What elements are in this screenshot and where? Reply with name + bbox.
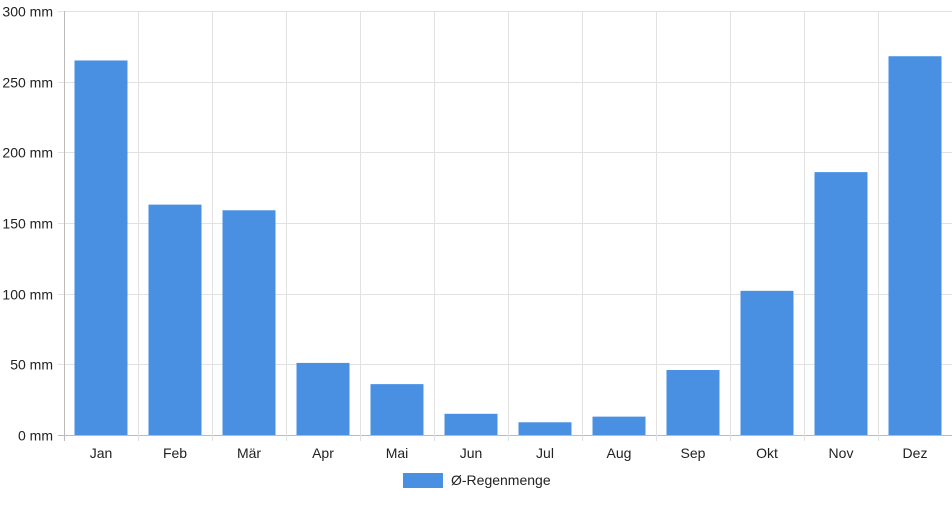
bar-jul xyxy=(518,422,572,435)
bar-aug xyxy=(592,416,646,435)
bar-nov xyxy=(814,172,868,435)
bar-apr xyxy=(296,362,350,435)
x-tick-label: Feb xyxy=(163,445,187,461)
x-tick-label: Okt xyxy=(756,445,778,461)
x-tick-label: Jul xyxy=(536,445,554,461)
y-tick-label: 250 mm xyxy=(2,75,53,91)
legend[interactable]: Ø-Regenmenge xyxy=(403,472,551,488)
bar-okt xyxy=(740,290,794,435)
bar-mai xyxy=(370,384,424,435)
legend-swatch xyxy=(403,472,443,488)
x-tick-label: Nov xyxy=(829,445,854,461)
x-tick-label: Apr xyxy=(312,445,334,461)
bar-mär xyxy=(222,210,276,435)
x-tick-label: Aug xyxy=(607,445,632,461)
y-tick-label: 0 mm xyxy=(18,428,53,444)
bar-series xyxy=(74,56,942,436)
x-tick-label: Mai xyxy=(386,445,409,461)
legend-label: Ø-Regenmenge xyxy=(451,472,551,488)
bar-jun xyxy=(444,413,498,435)
x-tick-label: Dez xyxy=(903,445,928,461)
x-tick-label: Mär xyxy=(237,445,261,461)
y-tick-label: 50 mm xyxy=(10,357,53,373)
x-axis: Jan Feb Mär Apr Mai Jun Jul Aug Sep Okt Nov Dez xyxy=(90,445,928,461)
x-tick-label: Sep xyxy=(681,445,706,461)
x-tick-label: Jun xyxy=(460,445,483,461)
y-tick-label: 100 mm xyxy=(2,287,53,303)
bar-jan xyxy=(74,60,128,435)
grid xyxy=(58,11,952,441)
bar-dez xyxy=(888,56,942,436)
bar-sep xyxy=(666,369,720,435)
y-tick-label: 150 mm xyxy=(2,216,53,232)
x-tick-label: Jan xyxy=(90,445,113,461)
y-tick-label: 300 mm xyxy=(2,4,53,20)
y-axis: 0 mm 50 mm 100 mm 150 mm 200 mm 250 mm 300 mm xyxy=(2,4,53,444)
bar-feb xyxy=(148,204,202,435)
y-tick-label: 200 mm xyxy=(2,145,53,161)
